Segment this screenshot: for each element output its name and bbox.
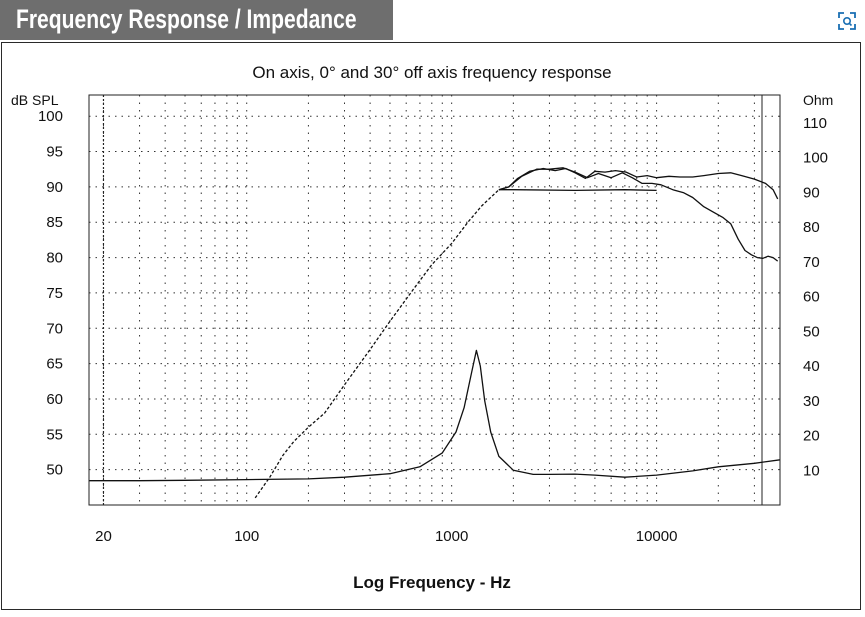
x-tick-label: 10000 [636,528,678,545]
y-left-tick-label: 60 [46,391,63,408]
series [89,167,781,499]
y-left-tick-label: 80 [46,250,63,267]
series-line [89,349,781,482]
x-axis-label: Log Frequency - Hz [353,573,511,592]
y-right-tick-label: 10 [803,462,820,479]
series-line [498,167,779,262]
y-left-tick-label: 100 [38,108,63,125]
y-left-tick-label: 90 [46,179,63,196]
section-header: Frequency Response / Impedance [0,0,393,40]
y-right-tick-label: 60 [803,289,820,306]
y-right-tick-label: 50 [803,323,820,340]
y-right-tick-label: 90 [803,184,820,201]
series-line [498,167,779,200]
y-left-tick-label: 75 [46,285,63,302]
y-left-tick-label: 65 [46,356,63,373]
y-right-tick-label: 20 [803,428,820,445]
tick-labels: 50 55 60 65 70 75 80 85 90 95 100 10 20 30 40 50 60 70 80 9… [38,108,828,545]
series-line [498,189,657,192]
section-title: Frequency Response / Impedance [16,4,357,34]
expand-icon [838,12,856,30]
y-right-tick-label: 110 [803,115,827,132]
grid [89,95,781,505]
plot-area-border [88,94,781,506]
chart-title: On axis, 0° and 30° off axis frequency r… [252,63,611,82]
y-right-tick-label: 70 [803,254,820,271]
y-left-tick-label: 50 [46,462,63,479]
expand-button[interactable] [836,10,858,32]
y-left-tick-label: 95 [46,144,63,161]
y-right-tick-label: 80 [803,219,820,236]
y-right-tick-label: 100 [803,150,828,167]
y-left-tick-label: 55 [46,426,63,443]
x-tick-label: 1000 [435,528,468,545]
series-line [254,189,500,499]
y-left-tick-label: 70 [46,320,63,337]
y-left-tick-label: 85 [46,214,63,231]
chart-frame [1,42,861,610]
x-tick-label: 100 [234,528,259,545]
y-axis-right-label: Ohm [803,92,833,108]
y-right-tick-label: 40 [803,358,820,375]
y-axis-left-label: dB SPL [11,92,59,108]
y-right-tick-label: 30 [803,393,820,410]
x-tick-label: 20 [95,528,112,545]
